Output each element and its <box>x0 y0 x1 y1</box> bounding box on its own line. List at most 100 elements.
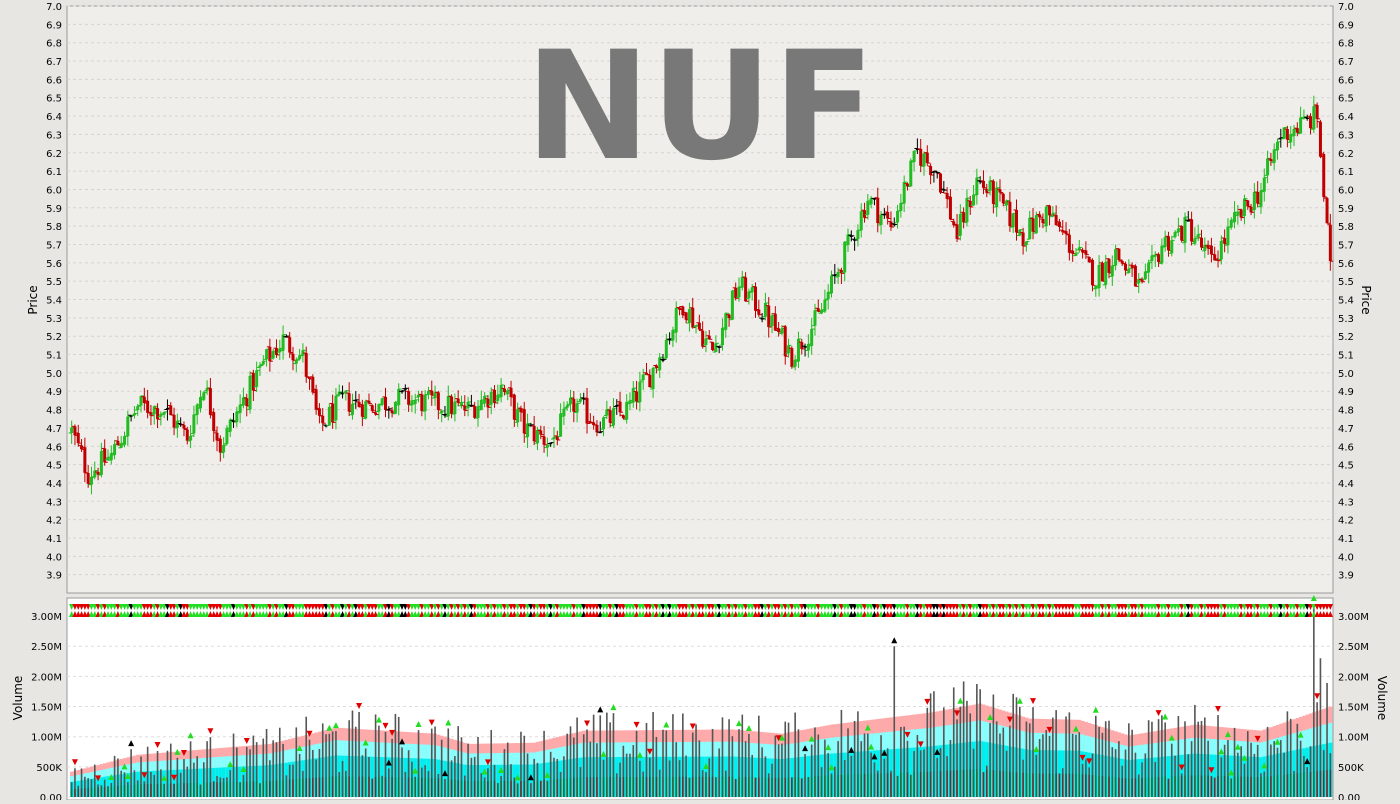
volume-bar <box>758 715 760 797</box>
signal-arrow-up <box>538 611 544 617</box>
volume-bar-base <box>298 778 301 797</box>
signal-arrow-down <box>346 604 352 610</box>
volume-bar-base <box>113 786 116 797</box>
volume-bar-base <box>378 776 380 797</box>
signal-arrow-down <box>323 604 329 610</box>
volume-bar <box>1045 729 1048 797</box>
price-bar-body <box>846 234 850 245</box>
signal-arrow-up <box>551 611 557 617</box>
volume-bar-base <box>150 784 152 797</box>
signal-arrow-up <box>1155 611 1162 617</box>
signal-arrow-up <box>676 611 683 617</box>
volume-bar-base <box>411 777 413 797</box>
volume-bar-base <box>1157 777 1160 797</box>
signal-arrow-down <box>934 604 940 610</box>
volume-bar <box>903 726 905 797</box>
signal-arrow-up <box>845 611 851 617</box>
volume-signal-arrow <box>1072 725 1079 732</box>
signal-arrow-down <box>184 604 190 610</box>
volume-bar-base <box>1161 776 1163 797</box>
volume-tick-label-right: 0.00 <box>1338 793 1360 800</box>
volume-bar-base <box>589 777 592 797</box>
signal-arrow-down <box>531 604 537 610</box>
volume-bar <box>1279 740 1282 797</box>
signal-arrow-up <box>310 611 316 617</box>
volume-signal-arrow <box>1178 764 1185 771</box>
volume-bar-base <box>1174 776 1176 797</box>
signal-arrow-down <box>551 604 557 610</box>
volume-bar <box>1068 712 1071 797</box>
signal-arrow-up <box>1271 611 1277 617</box>
volume-bar <box>926 707 929 797</box>
volume-bar <box>503 749 506 797</box>
signal-arrow-down <box>1106 604 1112 610</box>
volume-tick-label-left: 3.00M <box>31 612 62 623</box>
volume-average-band <box>258 765 262 797</box>
price-bar-body <box>664 339 668 359</box>
volume-bar-base <box>404 777 407 797</box>
signal-arrow-up <box>637 611 643 617</box>
signal-arrow-up <box>531 611 537 617</box>
volume-bar <box>272 740 274 797</box>
price-bar-body <box>334 396 338 421</box>
volume-bar-base <box>1118 777 1120 797</box>
signal-arrow-up <box>1113 611 1119 617</box>
volume-signal-arrow <box>778 734 785 741</box>
volume-bar <box>1157 719 1160 797</box>
signal-arrow-up <box>799 611 805 617</box>
price-bar-body <box>582 397 586 400</box>
volume-bar-base <box>1220 776 1223 797</box>
signal-arrow-up <box>1043 611 1049 617</box>
price-bar-body <box>1150 255 1154 261</box>
price-bar-body <box>222 445 226 453</box>
signal-arrow-down <box>640 604 646 610</box>
volume-bar <box>113 755 116 797</box>
signal-arrow-down <box>478 604 484 610</box>
volume-bar <box>665 730 668 797</box>
price-bar-body <box>522 409 526 434</box>
price-bar-body <box>483 396 487 404</box>
signal-arrow-down <box>600 604 607 610</box>
volume-bar-base <box>285 779 288 797</box>
signal-arrow-up <box>633 611 640 617</box>
price-tick-label-left: 6.5 <box>46 94 62 105</box>
signal-arrow-up <box>1195 611 1201 617</box>
volume-bar-base <box>364 776 367 797</box>
signal-arrow-up <box>974 611 980 617</box>
signal-arrow-up <box>931 611 937 617</box>
volume-bar <box>992 694 995 797</box>
price-bar-body <box>205 387 209 391</box>
volume-bar-base <box>893 772 896 797</box>
volume-bar <box>434 726 436 797</box>
signal-arrow-down <box>977 604 983 610</box>
price-bar-body <box>1044 206 1048 226</box>
price-bar-body <box>1269 159 1273 162</box>
price-bar-body <box>1325 198 1329 224</box>
volume-bar <box>1319 658 1322 797</box>
volume-bar-base <box>490 780 493 797</box>
volume-bar-base <box>909 774 912 797</box>
price-bar-body <box>644 372 648 375</box>
signal-arrow-up <box>1205 611 1211 617</box>
volume-bar <box>374 714 377 797</box>
volume-bar-base <box>787 777 790 797</box>
signal-arrow-down <box>967 604 973 610</box>
volume-signal-arrow <box>356 703 363 710</box>
price-bar-body <box>281 334 285 351</box>
volume-bar <box>417 730 420 797</box>
volume-bar <box>470 757 473 797</box>
volume-bar <box>117 758 119 797</box>
price-bar-body <box>139 395 143 406</box>
volume-bar <box>929 693 932 797</box>
signal-arrow-down <box>1119 604 1125 610</box>
price-bar-body <box>473 406 477 418</box>
price-bar-body <box>1031 218 1035 232</box>
signal-arrow-down <box>174 604 180 610</box>
volume-bar <box>1296 723 1299 797</box>
signal-arrow-down <box>158 604 164 610</box>
price-bar-body <box>707 335 711 340</box>
volume-bar <box>1019 706 1021 797</box>
volume-bar-base <box>335 776 337 797</box>
signal-arrow-down <box>987 604 993 610</box>
signal-arrow-up <box>571 611 577 617</box>
